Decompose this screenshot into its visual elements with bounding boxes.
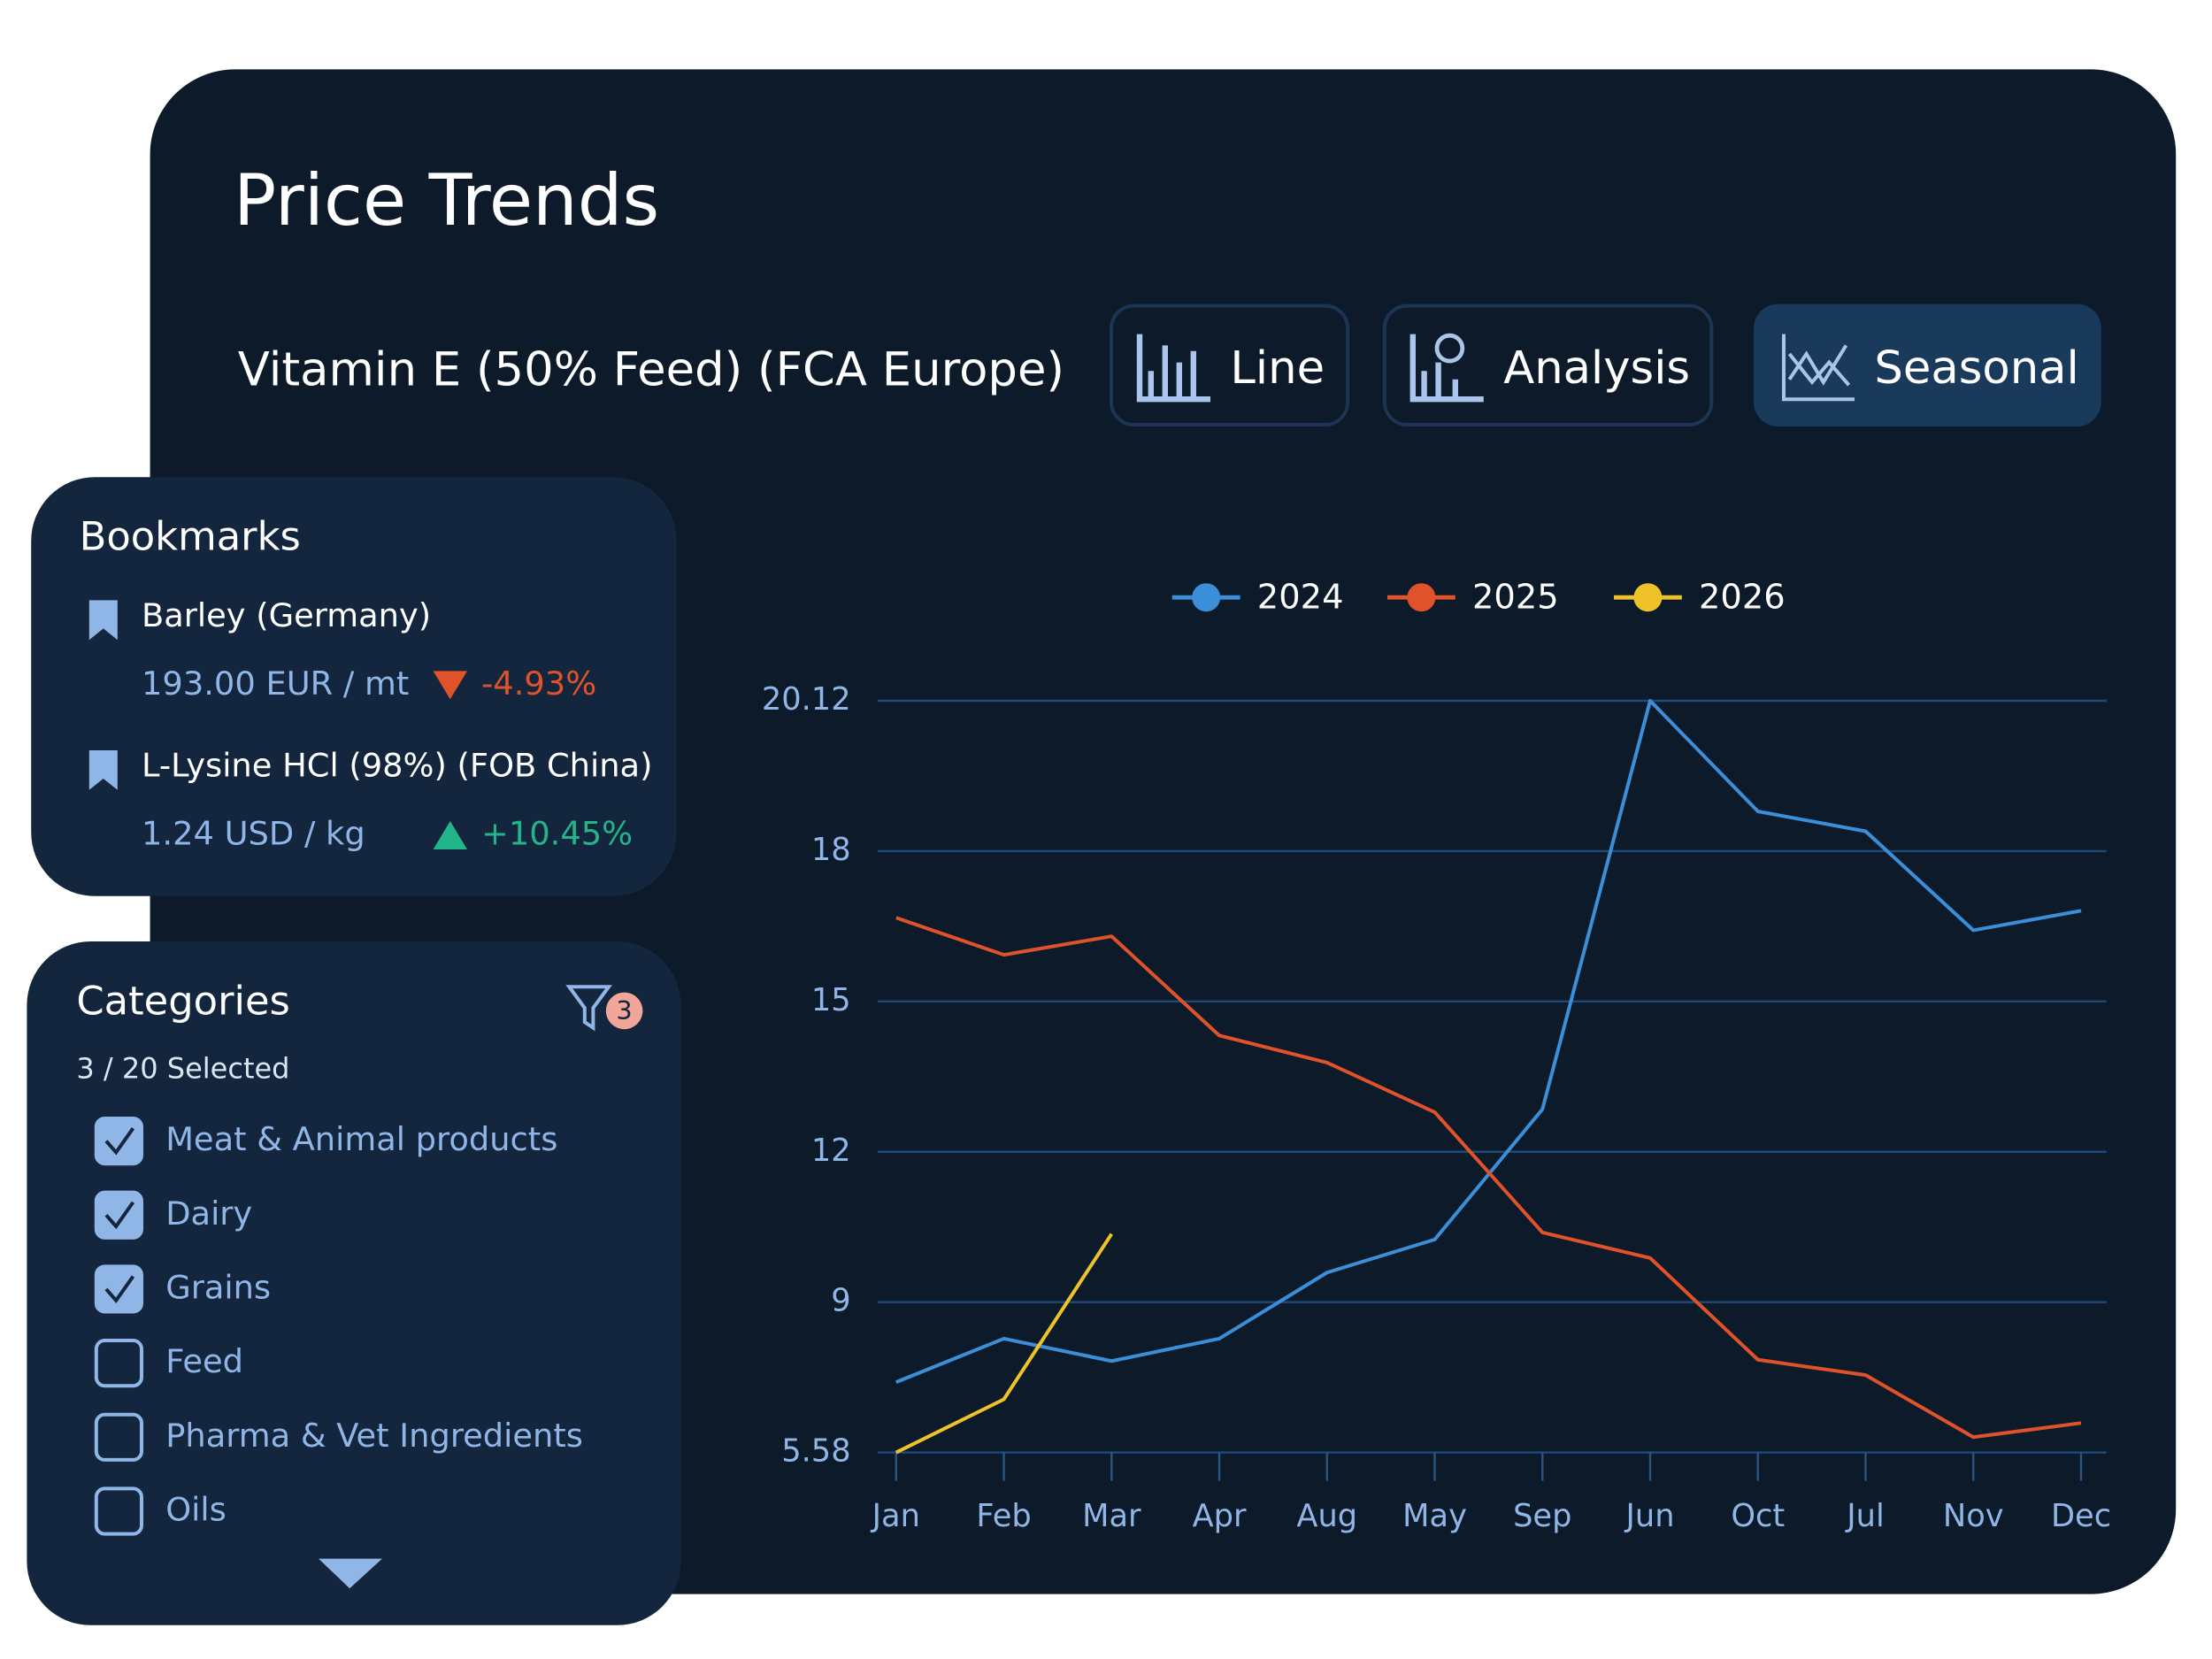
- checkbox: [94, 1339, 143, 1388]
- legend-label: 2024: [1257, 577, 1344, 617]
- series-line: [895, 916, 2082, 1440]
- bookmark-icon: [88, 750, 118, 790]
- legend-dot: [1192, 583, 1221, 612]
- button-label: Analysis: [1503, 342, 1690, 395]
- y-tick-label: 5.58: [781, 1433, 850, 1470]
- filter-button[interactable]: 3: [565, 985, 643, 1032]
- legend-label: 2025: [1472, 577, 1559, 617]
- x-tick-label: Oct: [1731, 1498, 1785, 1534]
- button-label: Line: [1230, 342, 1325, 395]
- category-option[interactable]: Pharma & Vet Ingredients: [94, 1412, 583, 1462]
- check-mark: [104, 1127, 135, 1156]
- category-label: Grains: [165, 1268, 271, 1306]
- category-option[interactable]: Meat & Animal products: [94, 1117, 558, 1166]
- bookmark-price: 1.24 USD / kg: [142, 815, 365, 853]
- check-mark: [104, 1201, 135, 1230]
- filter-icon: [565, 985, 612, 1032]
- product-name: Vitamin E (50% Feed) (FCA Europe): [238, 342, 1064, 396]
- y-tick-label: 12: [811, 1133, 851, 1169]
- filter-badge: [605, 992, 643, 1030]
- category-label: Oils: [165, 1491, 227, 1529]
- x-tick-label: Aug: [1296, 1498, 1357, 1534]
- x-tick-label: Feb: [976, 1498, 1031, 1534]
- selected-count: 3 / 20 Selected: [76, 1052, 289, 1086]
- x-tick-label: Dec: [2051, 1498, 2111, 1534]
- analysis-lens: [1434, 333, 1465, 364]
- category-label: Pharma & Vet Ingredients: [165, 1417, 583, 1455]
- view-button[interactable]: Analysis: [1382, 303, 1714, 426]
- category-option[interactable]: Grains: [94, 1264, 271, 1314]
- x-tick-label: Jul: [1845, 1498, 1884, 1534]
- bookmark-name: L-Lysine HCl (98%) (FOB China): [142, 747, 652, 785]
- view-button[interactable]: Seasonal: [1754, 303, 2101, 426]
- legend-label: 2026: [1699, 577, 1786, 617]
- checkbox: [94, 1117, 143, 1166]
- bookmark-icon: [88, 600, 118, 641]
- y-tick-label: 15: [811, 982, 851, 1018]
- x-tick-label: Jun: [1624, 1498, 1675, 1534]
- checkbox: [94, 1264, 143, 1314]
- legend-item[interactable]: 2026: [1614, 577, 1786, 617]
- bookmark-change: +10.45%: [481, 815, 633, 853]
- series-line: [895, 1233, 1113, 1455]
- checkbox: [94, 1486, 143, 1536]
- line-icon: [1136, 334, 1210, 403]
- category-option[interactable]: Oils: [94, 1486, 227, 1536]
- legend-item[interactable]: 2025: [1387, 577, 1559, 617]
- category-option[interactable]: Feed: [94, 1339, 243, 1388]
- seasonal-icon: [1782, 334, 1855, 402]
- scroll-down[interactable]: [319, 1558, 382, 1589]
- page-title: Price Trends: [234, 159, 659, 242]
- x-tick-label: May: [1402, 1498, 1467, 1534]
- checkbox: [94, 1190, 143, 1240]
- x-tick-label: Jan: [871, 1498, 920, 1534]
- y-tick-label: 20.12: [762, 681, 851, 718]
- button-label: Seasonal: [1874, 342, 2078, 395]
- filter-count: 3: [616, 995, 632, 1025]
- bookmarks-title: Bookmarks: [80, 513, 301, 560]
- button-bg: [1382, 303, 1714, 426]
- check-mark: [104, 1275, 135, 1303]
- legend-item[interactable]: 2024: [1171, 577, 1344, 617]
- down-arrow: [433, 671, 467, 700]
- categories-panel: [27, 941, 681, 1625]
- checkbox: [94, 1412, 143, 1462]
- up-arrow: [433, 821, 467, 849]
- legend-dot: [1407, 583, 1436, 612]
- bookmark[interactable]: L-Lysine HCl (98%) (FOB China) 1.24 USD /…: [88, 747, 653, 853]
- bookmark[interactable]: Barley (Germany) 193.00 EUR / mt -4.93%: [88, 596, 596, 703]
- analysis-icon: [1409, 334, 1484, 403]
- button-bg: [1110, 303, 1350, 426]
- x-tick-label: Mar: [1082, 1498, 1141, 1534]
- bookmark-name: Barley (Germany): [142, 596, 431, 634]
- bookmarks-panel: [31, 477, 677, 896]
- x-tick-label: Apr: [1193, 1498, 1247, 1534]
- category-label: Feed: [165, 1342, 243, 1380]
- legend-dot: [1633, 583, 1663, 612]
- category-option[interactable]: Dairy: [94, 1190, 252, 1240]
- categories-title: Categories: [76, 977, 289, 1024]
- category-label: Dairy: [165, 1194, 252, 1233]
- bookmark-change: -4.93%: [481, 664, 596, 703]
- x-tick-label: Sep: [1513, 1498, 1571, 1534]
- button-bg: [1754, 303, 2101, 426]
- y-tick-label: 9: [831, 1283, 850, 1319]
- category-label: Meat & Animal products: [165, 1120, 557, 1158]
- bookmark-price: 193.00 EUR / mt: [142, 664, 409, 703]
- view-button[interactable]: Line: [1110, 303, 1350, 426]
- x-tick-label: Nov: [1943, 1498, 2004, 1534]
- y-tick-label: 18: [811, 832, 851, 868]
